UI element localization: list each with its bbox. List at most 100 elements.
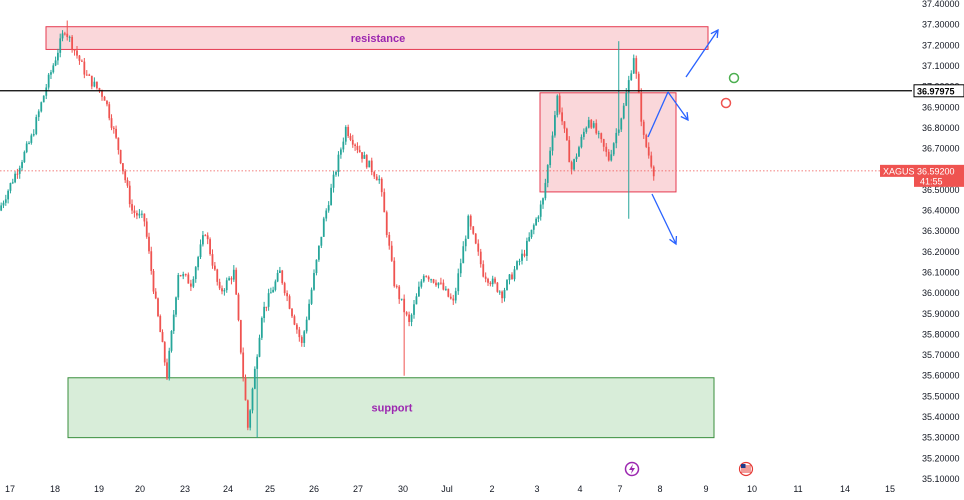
candle [256, 354, 259, 438]
candle [393, 257, 396, 288]
candle [415, 293, 418, 305]
y-tick-label: 36.50000 [922, 185, 960, 195]
candle-body [126, 180, 129, 186]
candle-body [427, 276, 430, 280]
candle-body [516, 261, 518, 270]
candle [189, 279, 192, 292]
candle [110, 114, 113, 131]
candle [136, 210, 138, 220]
candle [390, 241, 393, 262]
candle [622, 102, 625, 120]
candle [274, 279, 277, 292]
candle [383, 188, 386, 213]
candle [103, 95, 106, 101]
x-tick-label: 17 [5, 484, 15, 494]
zone-label-support: support [372, 403, 413, 415]
candle [258, 334, 261, 358]
candle [192, 276, 195, 289]
candle-body [122, 163, 124, 172]
candle [291, 308, 293, 318]
candle-body [339, 149, 342, 155]
candle-body [494, 278, 496, 283]
candle [206, 232, 209, 245]
candle-body [563, 121, 566, 129]
arrow-shaft [667, 91, 689, 121]
candle-body [221, 288, 223, 292]
candle [351, 134, 354, 148]
candle-body [518, 260, 521, 262]
candle [642, 119, 645, 139]
candle-body [131, 204, 133, 211]
candle-body [477, 243, 480, 252]
candle [617, 41, 620, 136]
lightning-event-icon[interactable] [624, 461, 640, 477]
candle [398, 284, 401, 304]
candle-body [202, 235, 204, 245]
candle [368, 160, 371, 168]
candle-body [293, 316, 296, 325]
candle-body [283, 283, 286, 294]
x-tick-label: 15 [885, 484, 895, 494]
candle [403, 294, 406, 376]
candle-body [503, 289, 506, 299]
candle-body [469, 215, 472, 227]
alert-circle-icon[interactable] [728, 72, 740, 84]
candle [269, 287, 272, 294]
candle [530, 229, 533, 239]
candle-body [253, 368, 256, 389]
candle [417, 281, 420, 297]
candle-body [405, 312, 408, 315]
candle-body [14, 173, 16, 183]
candle-body [32, 133, 35, 136]
level-price-tag: 36.97975 [913, 84, 964, 98]
candle-body [88, 74, 91, 76]
candle-body [145, 221, 148, 237]
candle-body [47, 74, 50, 88]
candle-body [172, 314, 175, 331]
candle-body [78, 55, 81, 61]
candle-body [303, 331, 306, 343]
candle [32, 129, 35, 137]
candle [272, 286, 275, 293]
us-flag-event-icon[interactable] [738, 461, 754, 477]
candle [199, 239, 202, 260]
candle [61, 30, 64, 42]
candle [532, 223, 535, 235]
time-axis[interactable]: 17 18 19 20 23 24 25 26 27 30 Jul 2 3 4 7 8 9 10 11 14 15 [5, 461, 895, 495]
candle-body [452, 298, 455, 301]
candle [298, 326, 301, 342]
arrow-head [680, 111, 689, 122]
candle [442, 279, 445, 291]
candle [526, 237, 528, 261]
candle [610, 149, 613, 162]
price-axis[interactable]: 37.4000037.3000037.2000037.1000037.00000… [880, 0, 964, 484]
candle-body [640, 93, 643, 122]
candle-body [197, 257, 200, 268]
candle-body [508, 274, 511, 281]
candle-body [148, 236, 150, 252]
candle-body [521, 253, 523, 261]
candle-body [25, 143, 28, 152]
candle-body [28, 142, 30, 144]
candle-body [530, 229, 533, 238]
candle-body [265, 306, 268, 308]
candle-body [395, 286, 398, 288]
alert-circle-icon[interactable] [720, 97, 732, 109]
candle-body [454, 291, 457, 301]
candle-body [317, 245, 320, 260]
candle [650, 151, 653, 169]
candle-body [133, 210, 136, 213]
candle [518, 258, 521, 266]
candle [35, 114, 38, 136]
candle [420, 279, 423, 289]
candle [535, 217, 538, 226]
candle-body [474, 233, 477, 244]
candle [117, 137, 120, 155]
y-tick-label: 36.00000 [922, 288, 960, 298]
overlays-layer [0, 28, 912, 246]
candle [187, 272, 190, 284]
candle [496, 282, 499, 293]
candle [582, 128, 585, 140]
candle-body [170, 330, 173, 351]
